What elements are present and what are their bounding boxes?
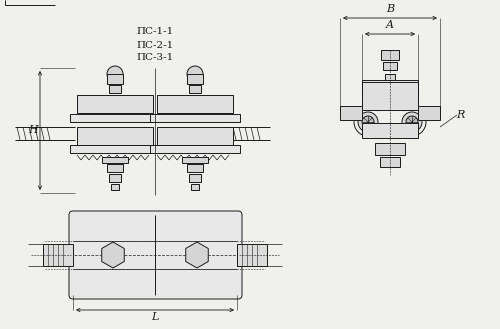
Bar	[381, 50, 399, 60]
Bar	[182, 157, 208, 163]
Bar	[70, 114, 160, 122]
Bar	[189, 174, 201, 182]
Circle shape	[358, 112, 378, 132]
Bar	[340, 106, 362, 120]
Text: B: B	[386, 4, 394, 14]
Text: A: A	[386, 20, 394, 30]
Bar	[109, 174, 121, 182]
Circle shape	[190, 248, 204, 262]
Text: R: R	[456, 110, 464, 120]
Bar	[362, 80, 418, 95]
Bar	[150, 145, 240, 153]
Text: ПС-3-1: ПС-3-1	[136, 54, 173, 63]
Circle shape	[402, 112, 422, 132]
Text: ПС-2-1: ПС-2-1	[136, 40, 173, 49]
Bar	[189, 85, 201, 93]
Bar	[187, 74, 203, 84]
Bar	[237, 244, 267, 266]
Polygon shape	[186, 242, 208, 268]
Bar	[385, 74, 395, 80]
Bar	[77, 95, 153, 113]
Polygon shape	[102, 242, 124, 268]
Bar	[70, 145, 160, 153]
Bar	[362, 123, 418, 138]
Bar	[43, 244, 73, 266]
Bar	[109, 85, 121, 93]
Circle shape	[406, 116, 418, 128]
Bar	[157, 95, 233, 113]
Bar	[191, 184, 199, 190]
Circle shape	[187, 66, 203, 82]
Circle shape	[362, 116, 374, 128]
Bar	[380, 157, 400, 167]
Text: ПС-1-1: ПС-1-1	[136, 28, 173, 37]
Circle shape	[107, 66, 123, 82]
Bar	[107, 164, 123, 172]
Bar	[102, 97, 128, 103]
Bar	[107, 74, 123, 84]
Bar	[182, 97, 208, 103]
Text: H: H	[28, 125, 38, 135]
Bar	[111, 184, 119, 190]
Bar	[383, 62, 397, 70]
Bar	[418, 106, 440, 120]
Bar	[362, 82, 418, 110]
Bar	[150, 114, 240, 122]
Bar	[187, 164, 203, 172]
Bar	[77, 127, 153, 145]
Bar	[102, 157, 128, 163]
Circle shape	[106, 248, 120, 262]
Bar	[157, 127, 233, 145]
Text: L: L	[152, 312, 158, 322]
Bar	[375, 143, 405, 155]
FancyBboxPatch shape	[69, 211, 242, 299]
